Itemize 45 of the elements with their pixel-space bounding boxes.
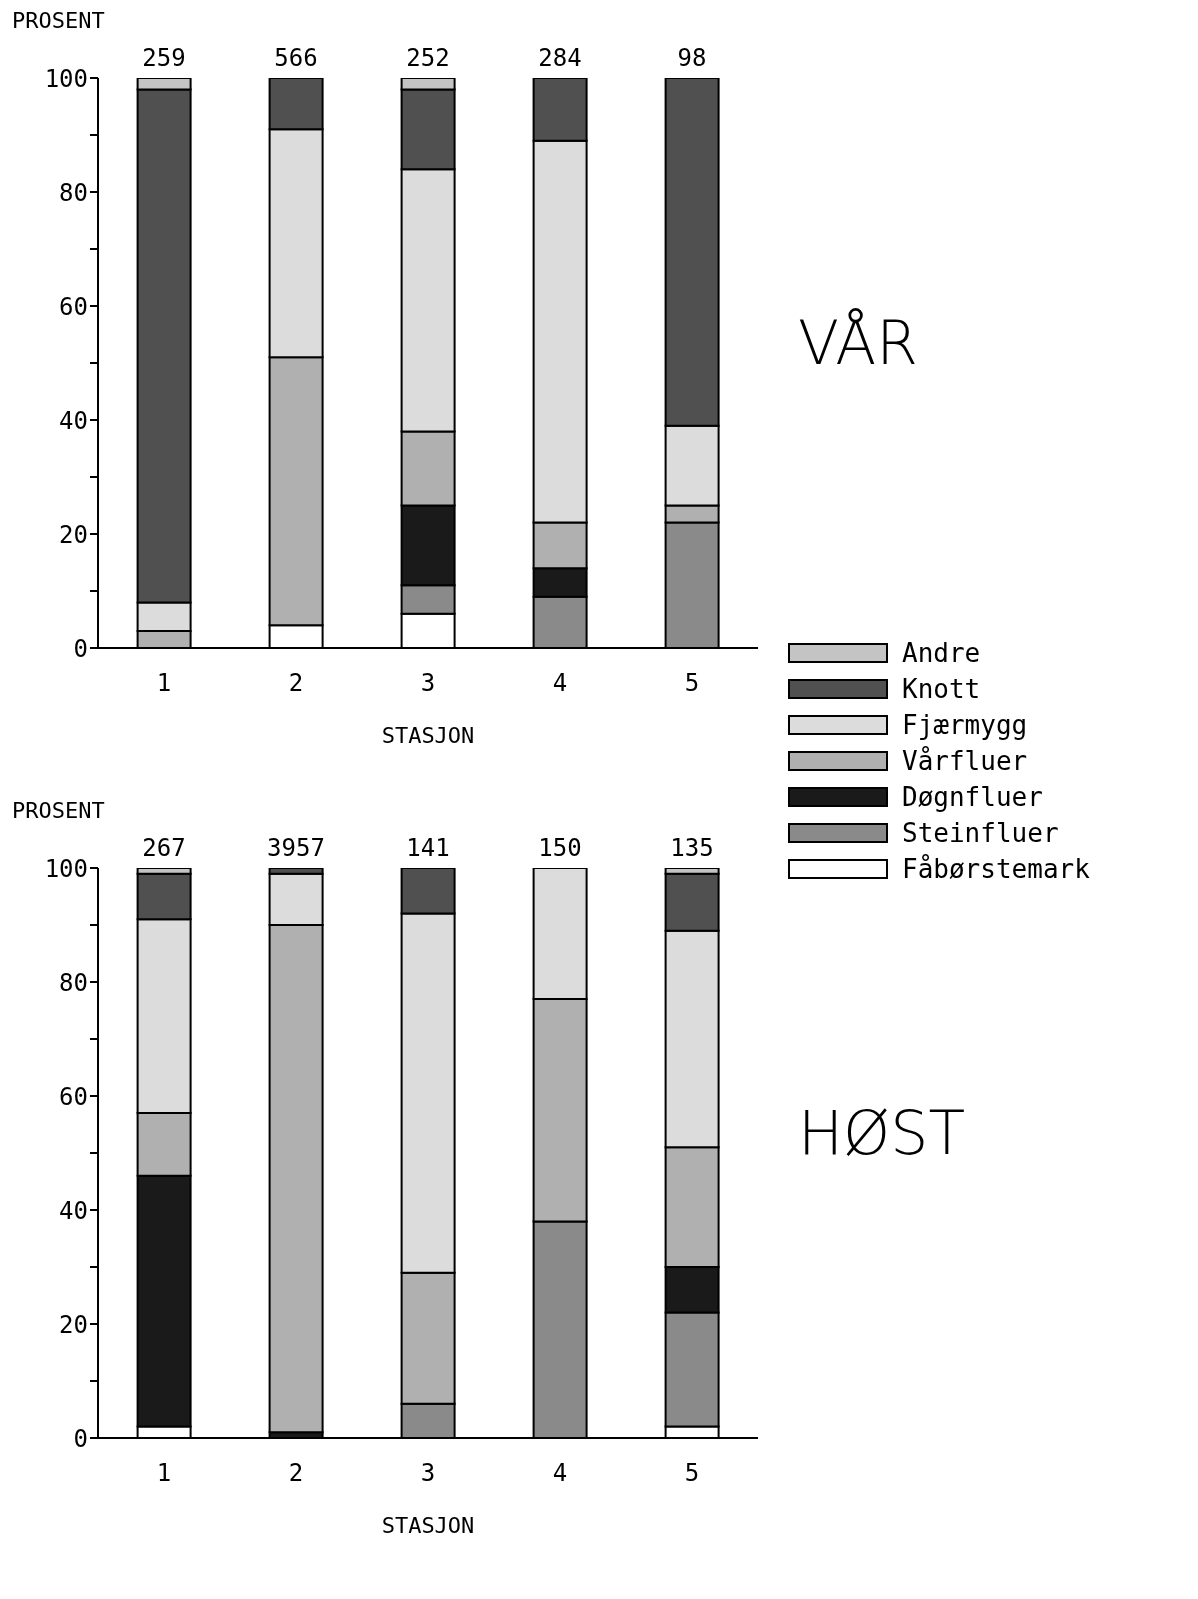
y-tick-label: 0	[73, 634, 88, 663]
x-tick-label: 1	[156, 1459, 172, 1488]
y-axis-title: PROSENT	[12, 798, 105, 823]
y-tick-label: 80	[59, 968, 88, 997]
text: HØST	[798, 1098, 966, 1168]
y-tick-label: 60	[59, 292, 88, 321]
x-axis-title: STASJON	[380, 1513, 476, 1538]
annotation: 3957	[267, 834, 325, 862]
annotation: 135	[670, 834, 714, 862]
y-tick-label: 60	[59, 1082, 88, 1111]
y-tick-label: 0	[73, 1424, 88, 1453]
x-tick-label: 4	[552, 1459, 568, 1488]
x-tick-label: 2	[288, 1459, 304, 1488]
annotation: 259	[142, 44, 186, 72]
x-tick-label: 2	[288, 669, 304, 698]
annotation: 150	[538, 834, 582, 862]
legend-label: Knott	[902, 674, 981, 704]
legend-label: Fåbørstemark	[902, 854, 1090, 884]
annotation: 566	[274, 44, 318, 72]
y-tick-label: 100	[44, 854, 88, 883]
legend-label: Steinfluer	[902, 818, 1059, 848]
x-tick-label: 4	[552, 669, 568, 698]
annotation: 98	[677, 44, 707, 72]
y-tick-label: 40	[59, 1196, 88, 1225]
annotation: 284	[538, 44, 582, 72]
x-axis-title: STASJON	[380, 723, 476, 748]
y-axis-title: PROSENT	[12, 8, 105, 33]
x-tick-label: 3	[420, 669, 436, 698]
legend-label: Døgnfluer	[902, 782, 1043, 812]
y-tick-label: 40	[59, 406, 88, 435]
annotation: 267	[142, 834, 186, 862]
legend-label: Andre	[902, 638, 981, 668]
annotation: 141	[406, 834, 450, 862]
legend-label: Vårfluer	[902, 746, 1028, 776]
y-tick-label: 20	[59, 520, 88, 549]
legend-label: Fjærmygg	[902, 710, 1028, 740]
x-tick-label: 3	[420, 1459, 436, 1488]
x-tick-label: 5	[684, 669, 700, 698]
annotation: 252	[406, 44, 450, 72]
y-tick-label: 80	[59, 178, 88, 207]
x-tick-label: 1	[156, 669, 172, 698]
text: VÅR	[798, 308, 918, 378]
x-tick-label: 5	[684, 1459, 700, 1488]
y-tick-label: 100	[44, 64, 88, 93]
y-tick-label: 20	[59, 1310, 88, 1339]
